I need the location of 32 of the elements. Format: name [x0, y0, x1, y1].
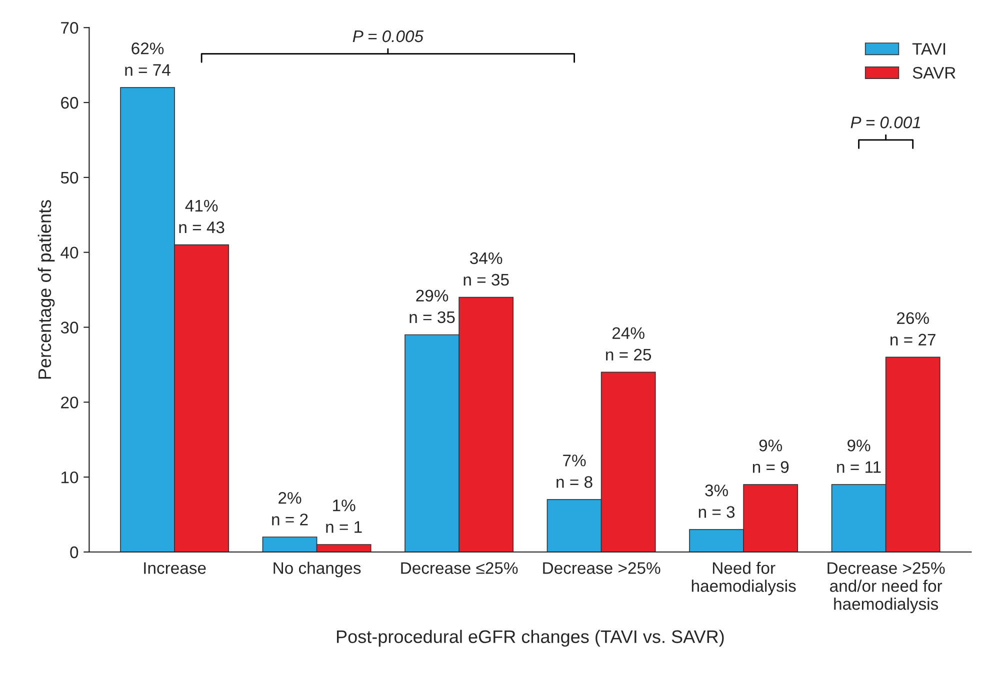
- data-label: 26% n = 27: [890, 312, 936, 346]
- data-label: 62% n = 74: [125, 42, 170, 76]
- y-tick-label: 10: [62, 471, 78, 484]
- y-tick-label: 30: [60, 322, 78, 334]
- y-tick-label: 60: [61, 96, 78, 109]
- data-label: 9% n = 9: [752, 440, 789, 473]
- x-tick-label: Decrease >25% and/or need for haemodialysis: [828, 562, 945, 614]
- y-axis-title: Percentage of patients: [38, 200, 55, 379]
- legend-label: SAVR: [912, 66, 956, 79]
- data-label: 7% n = 8: [556, 454, 592, 488]
- x-axis-title: Post-procedural eGFR changes (TAVI vs. SAVR): [336, 630, 724, 647]
- data-label: 29% n = 35: [410, 290, 455, 324]
- y-tick-label: 0: [70, 546, 78, 558]
- data-label: 3% n = 3: [698, 484, 735, 518]
- y-tick-label: 40: [60, 246, 78, 259]
- x-tick-label: No changes: [274, 562, 361, 578]
- y-tick-label: 70: [61, 22, 78, 34]
- annotation: P = 0.001: [850, 116, 920, 128]
- x-tick-label: Decrease ≤25%: [401, 562, 518, 574]
- x-tick-label: Decrease >25%: [543, 562, 660, 574]
- annotation: P = 0.005: [352, 30, 424, 42]
- y-tick-label: 20: [61, 396, 78, 408]
- data-label: 1% n = 1: [326, 500, 362, 533]
- data-label: 2% n = 2: [272, 492, 308, 526]
- data-label: 24% n = 25: [606, 327, 652, 361]
- x-tick-label: Need for haemodialysis: [692, 562, 796, 596]
- data-label: 41% n = 43: [179, 200, 224, 234]
- y-tick-label: 50: [60, 172, 78, 184]
- data-label: 34% n = 35: [464, 252, 509, 286]
- legend-label: TAVI: [912, 43, 946, 55]
- data-label: 9% n = 11: [837, 440, 881, 473]
- x-tick-label: Increase: [144, 562, 206, 574]
